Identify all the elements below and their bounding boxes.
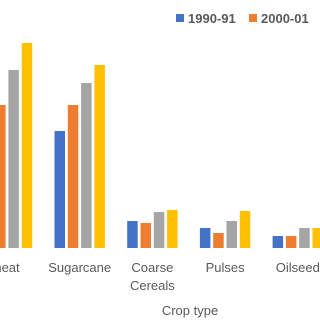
bar: [127, 221, 138, 248]
bar: [167, 210, 178, 248]
bar: [272, 236, 284, 248]
bar: [81, 83, 92, 248]
bar: [67, 105, 79, 248]
x-axis-title: Crop type: [161, 303, 219, 318]
bar: [312, 228, 320, 248]
x-tick-label: Coarse Cereals: [129, 260, 175, 293]
bar: [285, 236, 297, 248]
bar: [153, 212, 165, 248]
bar: [8, 70, 19, 248]
legend-swatch: [176, 14, 184, 22]
bar: [199, 228, 211, 248]
legend-label: 1990-91: [188, 11, 236, 26]
x-tick-label: Pulses: [205, 260, 245, 275]
x-tick-label: Oilseed: [275, 260, 320, 275]
bar: [140, 223, 151, 248]
bar: [21, 43, 33, 248]
legend-label: 2000-01: [261, 11, 309, 26]
legend-swatch: [249, 14, 257, 22]
bar: [226, 221, 237, 248]
bar: [299, 228, 310, 248]
bar: [94, 65, 105, 248]
bar: [213, 233, 224, 248]
bar: [0, 105, 6, 248]
x-tick-label: Sugarcane: [48, 260, 112, 275]
x-tick-label: heat: [0, 260, 20, 275]
bar: [54, 131, 65, 248]
bar: [239, 211, 251, 248]
